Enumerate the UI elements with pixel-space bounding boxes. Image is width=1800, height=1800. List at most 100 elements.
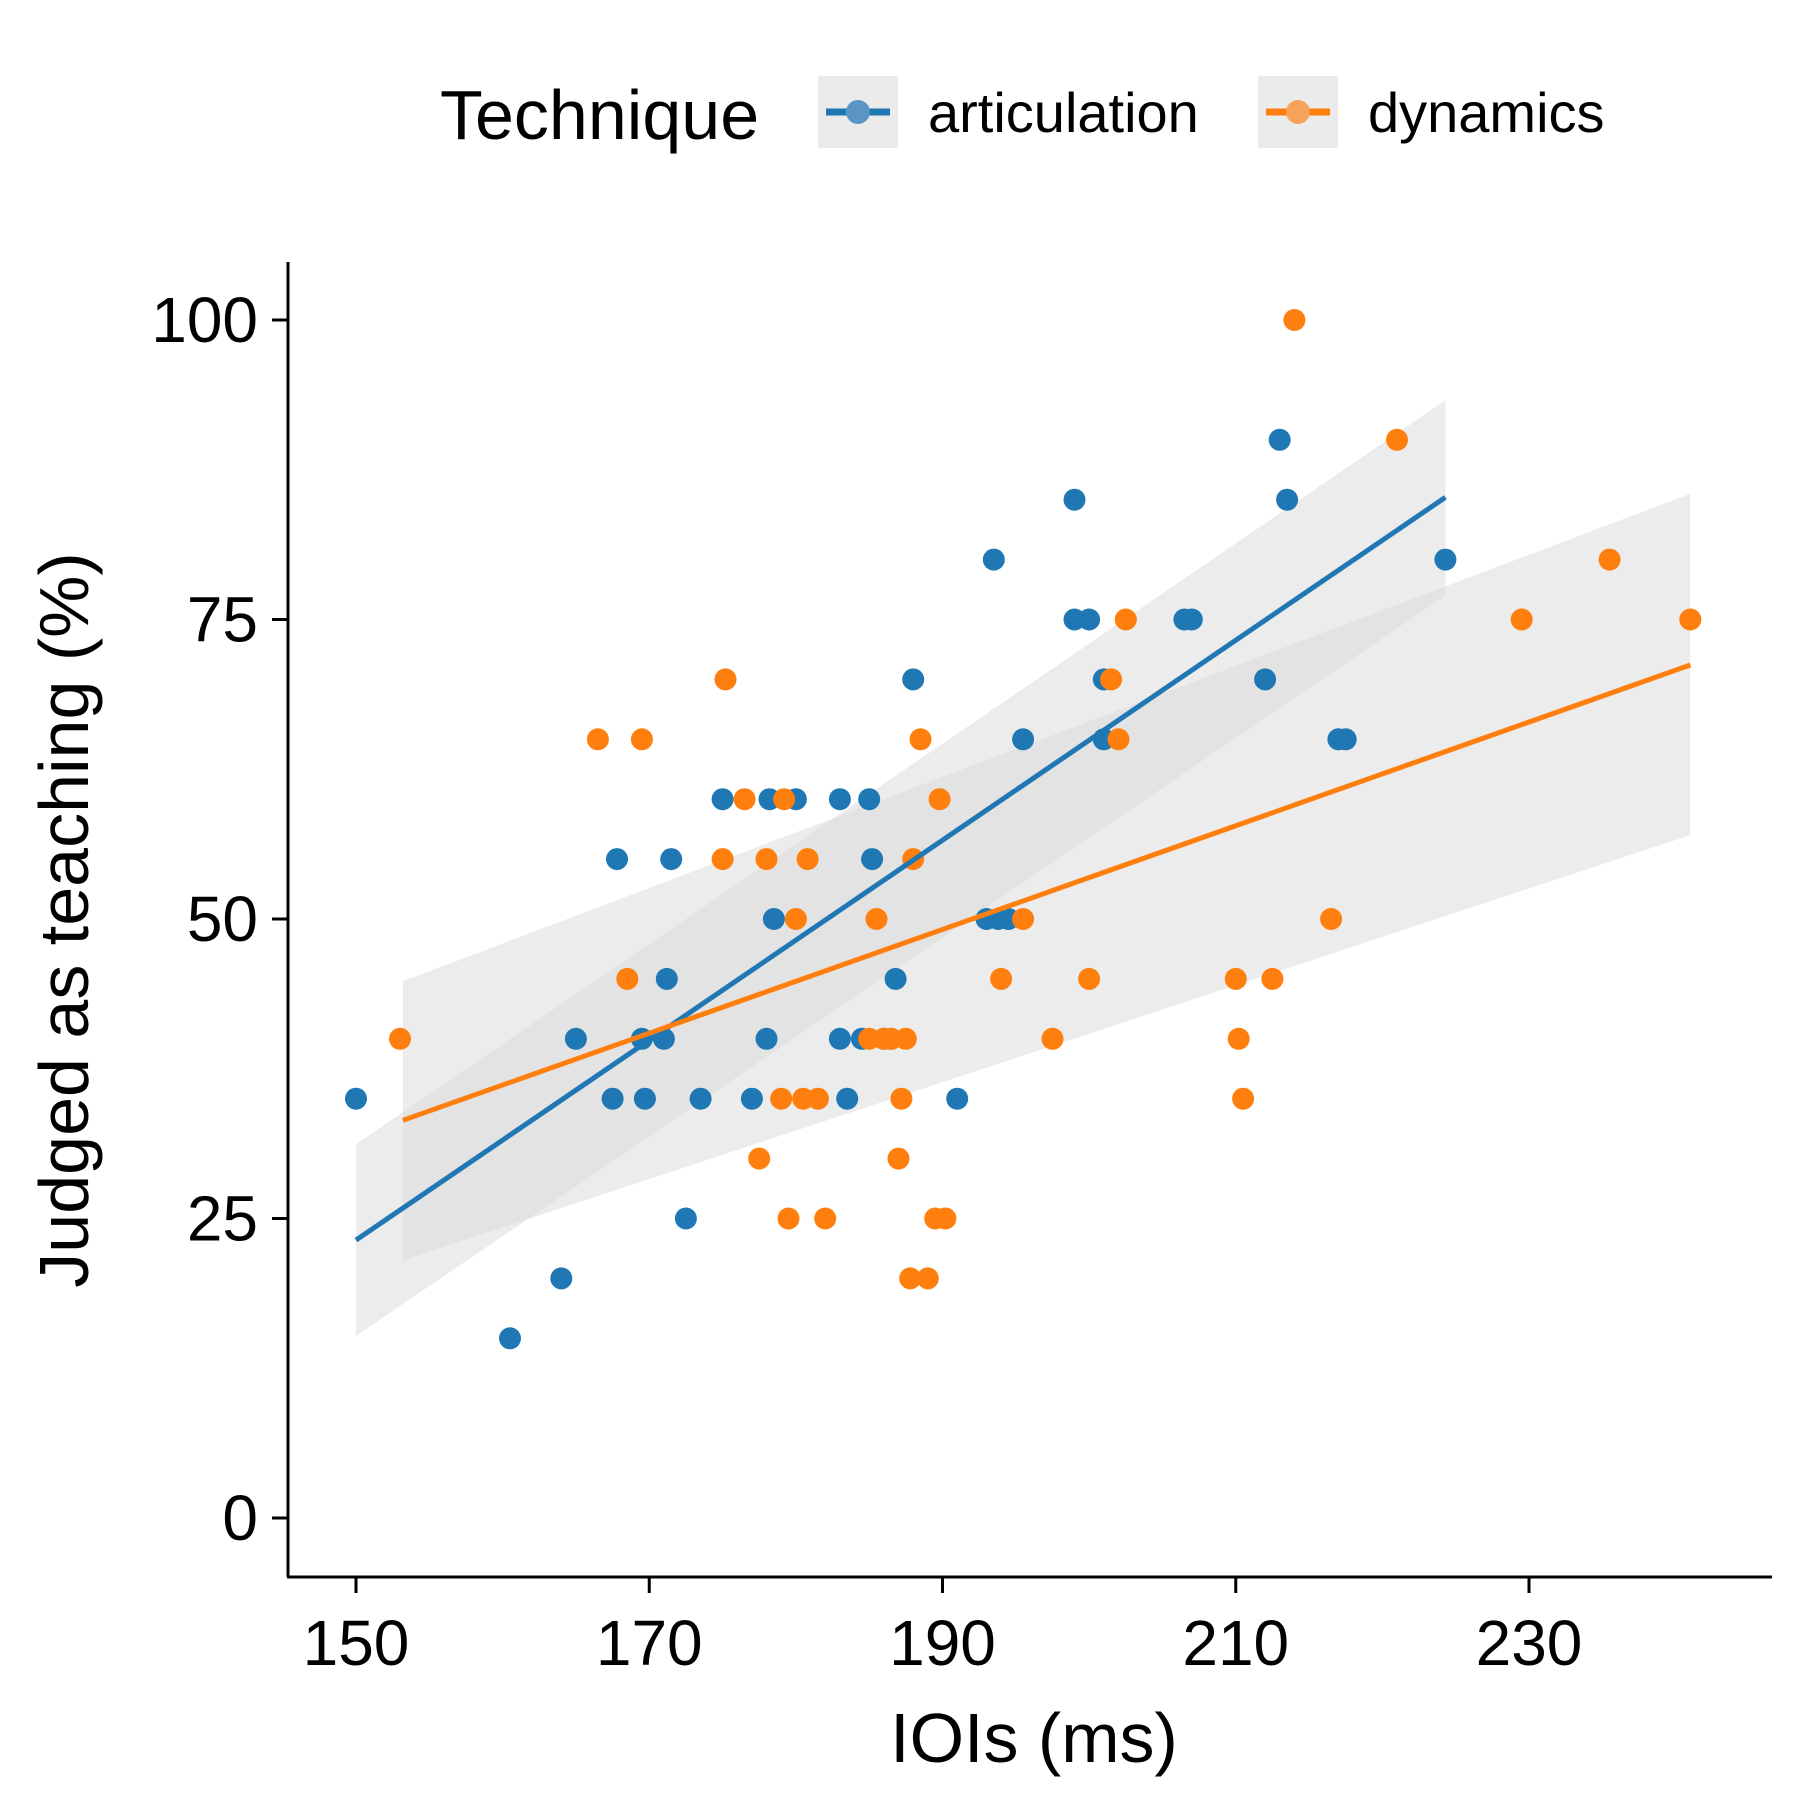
legend-point-articulation — [846, 100, 870, 124]
data-point-dynamics — [865, 908, 888, 930]
data-point-articulation — [345, 1087, 367, 1110]
y-axis-ticks: 0 25 50 75 100 — [151, 284, 288, 1554]
data-point-articulation — [755, 1027, 778, 1050]
data-point-dynamics — [928, 788, 951, 811]
data-point-dynamics — [899, 1267, 922, 1290]
data-point-dynamics — [796, 848, 819, 871]
data-point-articulation — [499, 1327, 521, 1350]
data-point-articulation — [689, 1087, 712, 1110]
x-tick-label: 170 — [596, 1607, 703, 1679]
data-point-dynamics — [1012, 908, 1035, 930]
data-point-articulation — [550, 1267, 573, 1290]
data-point-dynamics — [1100, 668, 1123, 691]
data-point-dynamics — [1598, 548, 1621, 571]
data-point-dynamics — [990, 967, 1013, 990]
trend-line-articulation — [354, 495, 1447, 1243]
data-point-dynamics — [909, 728, 932, 751]
data-point-articulation — [711, 788, 734, 811]
data-point-articulation — [655, 967, 678, 990]
legend-item-articulation: articulation — [818, 76, 1199, 148]
data-point-dynamics — [586, 728, 609, 751]
data-point-dynamics — [806, 1087, 829, 1110]
legend-title: Technique — [440, 76, 759, 154]
data-point-dynamics — [733, 788, 756, 811]
data-point-articulation — [828, 788, 851, 811]
data-point-dynamics — [1227, 1027, 1250, 1050]
data-point-dynamics — [1510, 608, 1533, 631]
data-point-dynamics — [1320, 908, 1343, 930]
data-point-articulation — [1078, 608, 1101, 631]
data-point-dynamics — [770, 1087, 793, 1110]
data-point-dynamics — [389, 1027, 411, 1050]
data-point-articulation — [1434, 548, 1457, 571]
data-point-articulation — [606, 848, 628, 871]
data-point-dynamics — [630, 728, 653, 751]
data-point-dynamics — [773, 788, 796, 811]
data-point-dynamics — [1107, 728, 1130, 751]
data-point-dynamics — [777, 1207, 800, 1230]
data-point-dynamics — [1283, 309, 1306, 331]
legend-item-dynamics: dynamics — [1258, 76, 1605, 148]
data-point-articulation — [762, 908, 785, 930]
data-point-articulation — [858, 788, 881, 811]
data-point-articulation — [1334, 728, 1357, 751]
y-tick-label: 0 — [222, 1482, 258, 1554]
x-tick-label: 210 — [1182, 1607, 1289, 1679]
x-tick-label: 230 — [1476, 1607, 1583, 1679]
data-point-articulation — [828, 1027, 851, 1050]
data-point-articulation — [1254, 668, 1277, 691]
data-point-articulation — [1276, 488, 1299, 511]
data-point-articulation — [740, 1087, 763, 1110]
data-point-articulation — [1268, 428, 1291, 451]
data-point-articulation — [1063, 488, 1086, 511]
data-point-dynamics — [887, 1147, 910, 1170]
x-tick-label: 150 — [303, 1607, 410, 1679]
data-point-articulation — [884, 967, 907, 990]
y-tick-label: 100 — [151, 284, 258, 356]
data-point-articulation — [633, 1087, 656, 1110]
x-axis-title: IOIs (ms) — [890, 1699, 1178, 1777]
data-point-dynamics — [714, 668, 737, 691]
data-point-articulation — [946, 1087, 969, 1110]
legend-label-articulation: articulation — [928, 81, 1199, 144]
legend: Technique articulation dynamics — [440, 76, 1605, 154]
confidence-ribbons — [356, 400, 1691, 1336]
data-point-dynamics — [890, 1087, 913, 1110]
data-point-articulation — [982, 548, 1005, 571]
data-point-articulation — [660, 848, 683, 871]
data-point-dynamics — [1232, 1087, 1255, 1110]
data-point-dynamics — [1041, 1027, 1064, 1050]
data-point-dynamics — [1679, 608, 1702, 631]
y-tick-label: 50 — [187, 883, 258, 955]
data-point-dynamics — [1386, 428, 1408, 451]
trend-lines — [354, 495, 1692, 1243]
confidence-band-dynamics — [402, 493, 1691, 1261]
data-point-dynamics — [814, 1207, 837, 1230]
data-point-dynamics — [1261, 967, 1284, 990]
legend-label-dynamics: dynamics — [1368, 81, 1605, 144]
data-point-dynamics — [755, 848, 778, 871]
data-point-articulation — [836, 1087, 859, 1110]
data-point-dynamics — [784, 908, 807, 930]
data-point-articulation — [1180, 608, 1203, 631]
x-tick-label: 190 — [889, 1607, 996, 1679]
data-point-dynamics — [711, 848, 734, 871]
data-point-articulation — [674, 1207, 697, 1230]
data-point-articulation — [564, 1027, 587, 1050]
y-tick-label: 25 — [187, 1183, 258, 1255]
trend-line-dynamics — [402, 662, 1692, 1123]
data-point-articulation — [1012, 728, 1035, 751]
data-point-dynamics — [934, 1207, 957, 1230]
x-axis-ticks: 150 170 190 210 230 — [303, 1577, 1583, 1679]
data-point-dynamics — [1224, 967, 1247, 990]
data-point-articulation — [902, 668, 925, 691]
y-tick-label: 75 — [187, 584, 258, 656]
data-point-dynamics — [616, 967, 639, 990]
data-point-dynamics — [1114, 608, 1137, 631]
data-point-dynamics — [1078, 967, 1101, 990]
data-point-dynamics — [916, 1267, 939, 1290]
legend-point-dynamics — [1286, 100, 1310, 124]
y-axis-title: Judged as teaching (%) — [25, 552, 103, 1287]
data-point-dynamics — [894, 1027, 917, 1050]
